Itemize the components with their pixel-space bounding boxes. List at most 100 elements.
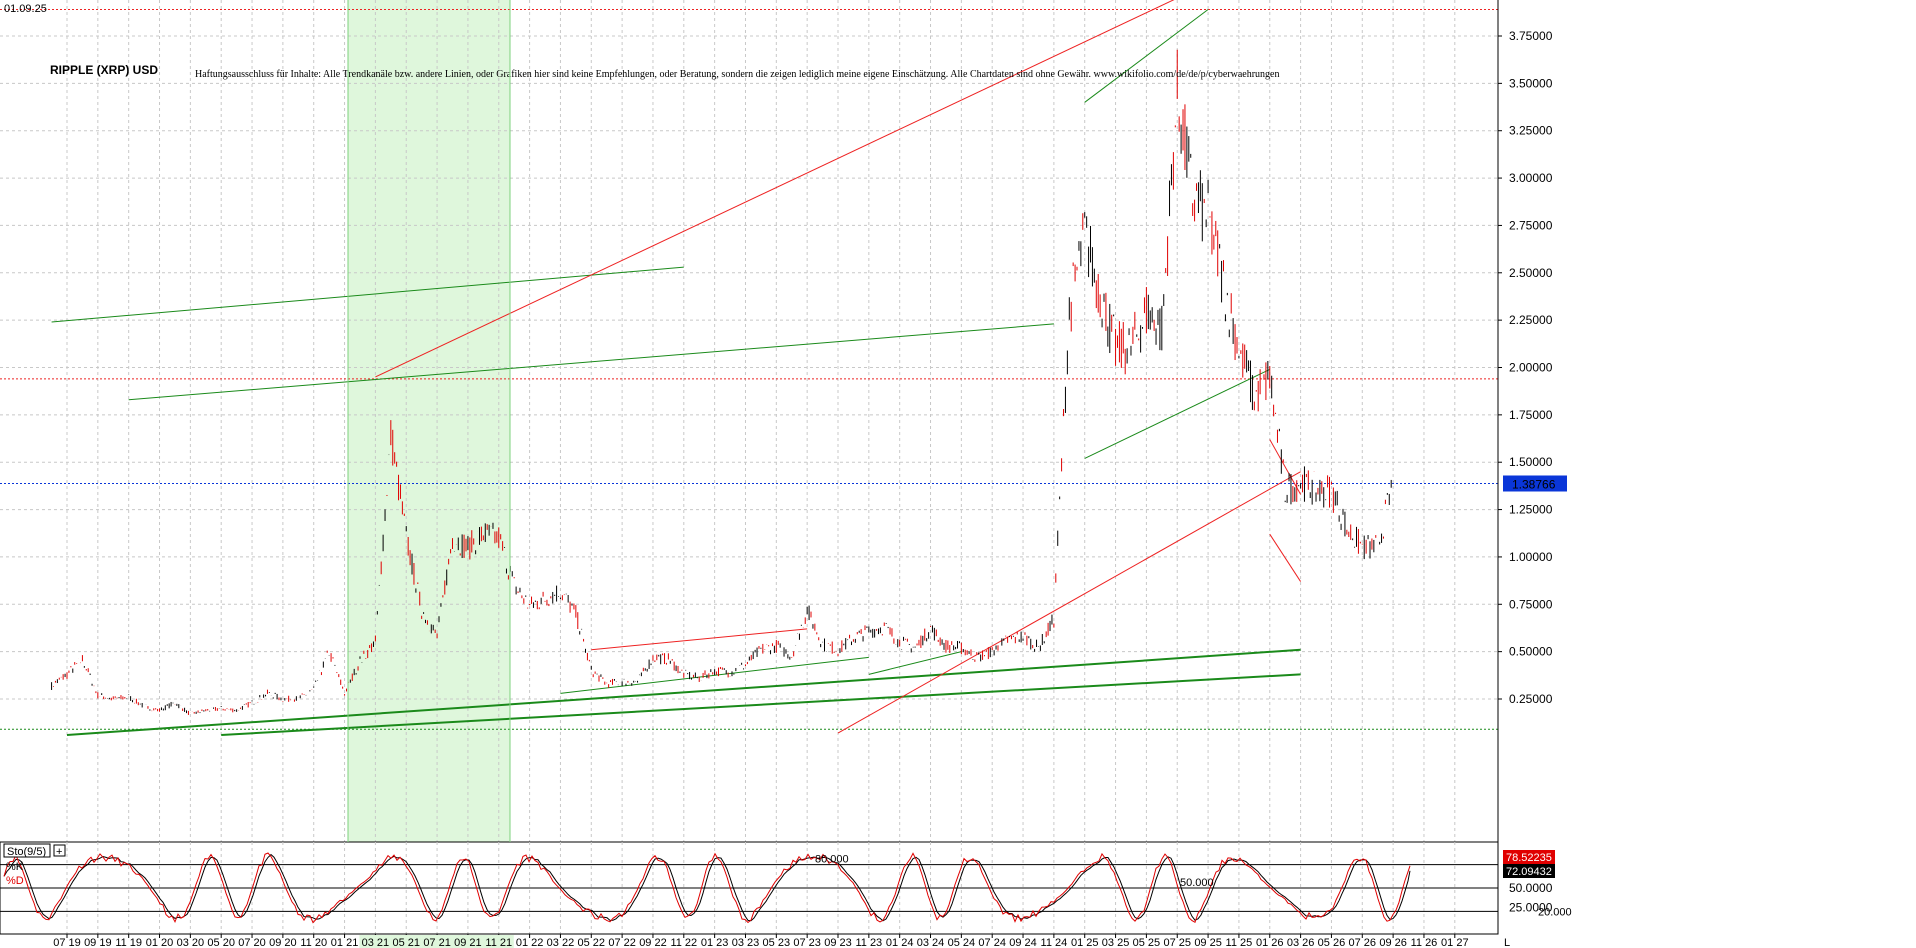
current-price-tag: 1.38766 xyxy=(1503,475,1567,492)
x-tick-label-23: 05 23 xyxy=(763,937,791,948)
x-label-bg-10 xyxy=(359,935,391,948)
x-label-bg-12 xyxy=(421,935,453,948)
x-tick-label-28: 03 24 xyxy=(917,937,945,948)
y-tick-label-2: 3.25000 xyxy=(1509,124,1553,138)
disclaimer-text: Haftungsausschluss für Inhalte: Alle Tre… xyxy=(195,69,1280,80)
x-tick-label-6: 07 20 xyxy=(238,937,266,948)
x-tick-label-3: 01 20 xyxy=(146,937,174,948)
x-axis-end-label: L xyxy=(1504,937,1510,948)
x-tick-label-32: 11 24 xyxy=(1041,937,1068,948)
y-tick-label-8: 1.75000 xyxy=(1509,408,1553,422)
x-axis-labels: 07 19 09 19 11 19 01 20 03 20 05 20 07 20 09 20… xyxy=(53,934,1469,948)
trend-line-0 xyxy=(66,648,1301,736)
y-tick-label-14: 0.25000 xyxy=(1509,692,1553,706)
osc-level-80-label: 80.000 xyxy=(815,854,849,866)
y-tick-label-3: 3.00000 xyxy=(1509,171,1553,185)
oscillator-y-labels: 50.0000 25.0000 xyxy=(1509,881,1553,915)
x-tick-label-4: 03 20 xyxy=(177,937,205,948)
x-tick-label-26: 11 23 xyxy=(855,937,882,948)
y-tick-label-12: 0.75000 xyxy=(1509,597,1553,611)
x-tick-label-29: 05 24 xyxy=(948,937,976,948)
trend-line-9 xyxy=(1269,533,1302,582)
x-tick-label-21: 01 23 xyxy=(701,937,729,948)
trend-line-10 xyxy=(591,628,808,651)
y-tick-label-4: 2.75000 xyxy=(1509,218,1553,232)
y-tick-label-7: 2.00000 xyxy=(1509,361,1553,375)
x-tick-label-12: 07 21 xyxy=(423,937,451,948)
grid-lines xyxy=(0,0,1498,842)
x-label-bg-14 xyxy=(482,935,514,948)
trend-line-8 xyxy=(1269,439,1302,495)
trend-line-2 xyxy=(51,266,684,323)
date-label: 01.09.25 xyxy=(4,3,47,15)
osc-k-tag xyxy=(1503,850,1555,864)
osc-y-label-1: 25.0000 xyxy=(1509,901,1553,915)
reference-levels xyxy=(0,8,1498,730)
x-label-bg-13 xyxy=(451,935,483,948)
x-tick-label-30: 07 24 xyxy=(978,937,1006,948)
x-tick-label-39: 01 26 xyxy=(1256,937,1284,948)
y-tick-label-6: 2.25000 xyxy=(1509,313,1553,327)
trend-line-3 xyxy=(128,323,1054,401)
trend-line-4 xyxy=(375,0,1175,378)
x-tick-label-36: 07 25 xyxy=(1163,937,1191,948)
osc-k-value: 78.52235 xyxy=(1506,852,1552,864)
y-tick-label-1: 3.50000 xyxy=(1509,76,1553,90)
x-tick-label-1: 09 19 xyxy=(84,937,112,948)
x-tick-label-31: 09 24 xyxy=(1009,937,1037,948)
indicator-add-button[interactable] xyxy=(53,844,66,857)
osc-d-tag xyxy=(1503,864,1555,878)
x-tick-label-22: 03 23 xyxy=(732,937,760,948)
x-tick-label-27: 01 24 xyxy=(886,937,914,948)
x-tick-label-40: 03 26 xyxy=(1287,937,1315,948)
x-tick-label-38: 11 25 xyxy=(1226,937,1253,948)
trend-line-1 xyxy=(221,673,1301,736)
y-tick-label-10: 1.25000 xyxy=(1509,503,1553,517)
trend-line-12 xyxy=(868,651,962,675)
y-tick-label-0: 3.75000 xyxy=(1509,29,1553,43)
x-tick-label-37: 09 25 xyxy=(1194,937,1222,948)
trend-line-11 xyxy=(560,656,869,694)
osc-level-20-label: 20.000 xyxy=(1538,906,1572,918)
x-tick-label-41: 05 26 xyxy=(1318,937,1346,948)
osc-d-line xyxy=(3,853,1411,922)
price-series xyxy=(51,49,1392,715)
oscillator-levels xyxy=(0,864,1498,912)
indicator-name-box[interactable] xyxy=(3,843,51,858)
osc-d-value: 72.09432 xyxy=(1506,866,1552,878)
x-tick-label-45: 01 27 xyxy=(1441,937,1469,948)
x-tick-label-10: 03 21 xyxy=(362,937,390,948)
trend-line-5 xyxy=(837,471,1301,734)
x-tick-label-11: 05 21 xyxy=(392,937,420,948)
chart-title: RIPPLE (XRP) USD xyxy=(50,63,158,77)
osc-k-line xyxy=(3,852,1411,924)
trend-line-7 xyxy=(1084,368,1270,459)
y-tick-label-9: 1.50000 xyxy=(1509,455,1553,469)
y-tick-label-13: 0.50000 xyxy=(1509,645,1553,659)
x-tick-label-35: 05 25 xyxy=(1133,937,1161,948)
osc-y-label-0: 50.0000 xyxy=(1509,881,1553,895)
x-tick-label-5: 05 20 xyxy=(207,937,235,948)
highlight-band xyxy=(348,0,510,842)
osc-k-legend: %K xyxy=(6,861,24,873)
x-tick-label-33: 01 25 xyxy=(1071,937,1099,948)
y-tick-label-5: 2.50000 xyxy=(1509,266,1553,280)
x-tick-label-8: 11 20 xyxy=(300,937,327,948)
x-tick-label-43: 09 26 xyxy=(1379,937,1407,948)
x-tick-label-7: 09 20 xyxy=(269,937,297,948)
osc-level-50-label: 50.000 xyxy=(1180,877,1214,889)
x-tick-label-19: 09 22 xyxy=(639,937,667,948)
current-price-label: 1.38766 xyxy=(1512,477,1556,491)
plus-icon: + xyxy=(56,846,62,858)
x-tick-label-0: 07 19 xyxy=(53,937,81,948)
x-tick-label-24: 07 23 xyxy=(793,937,821,948)
x-label-bg-11 xyxy=(390,935,422,948)
x-tick-label-34: 03 25 xyxy=(1102,937,1130,948)
x-tick-label-14: 11 21 xyxy=(485,937,512,948)
indicator-name: Sto(9/5) xyxy=(7,846,46,858)
x-tick-label-15: 01 22 xyxy=(516,937,544,948)
x-tick-label-20: 11 22 xyxy=(670,937,697,948)
y-axis-labels: 3.75000 3.50000 3.25000 3.00000 2.75000 2.500… xyxy=(1498,29,1553,706)
x-tick-label-18: 07 22 xyxy=(608,937,636,948)
